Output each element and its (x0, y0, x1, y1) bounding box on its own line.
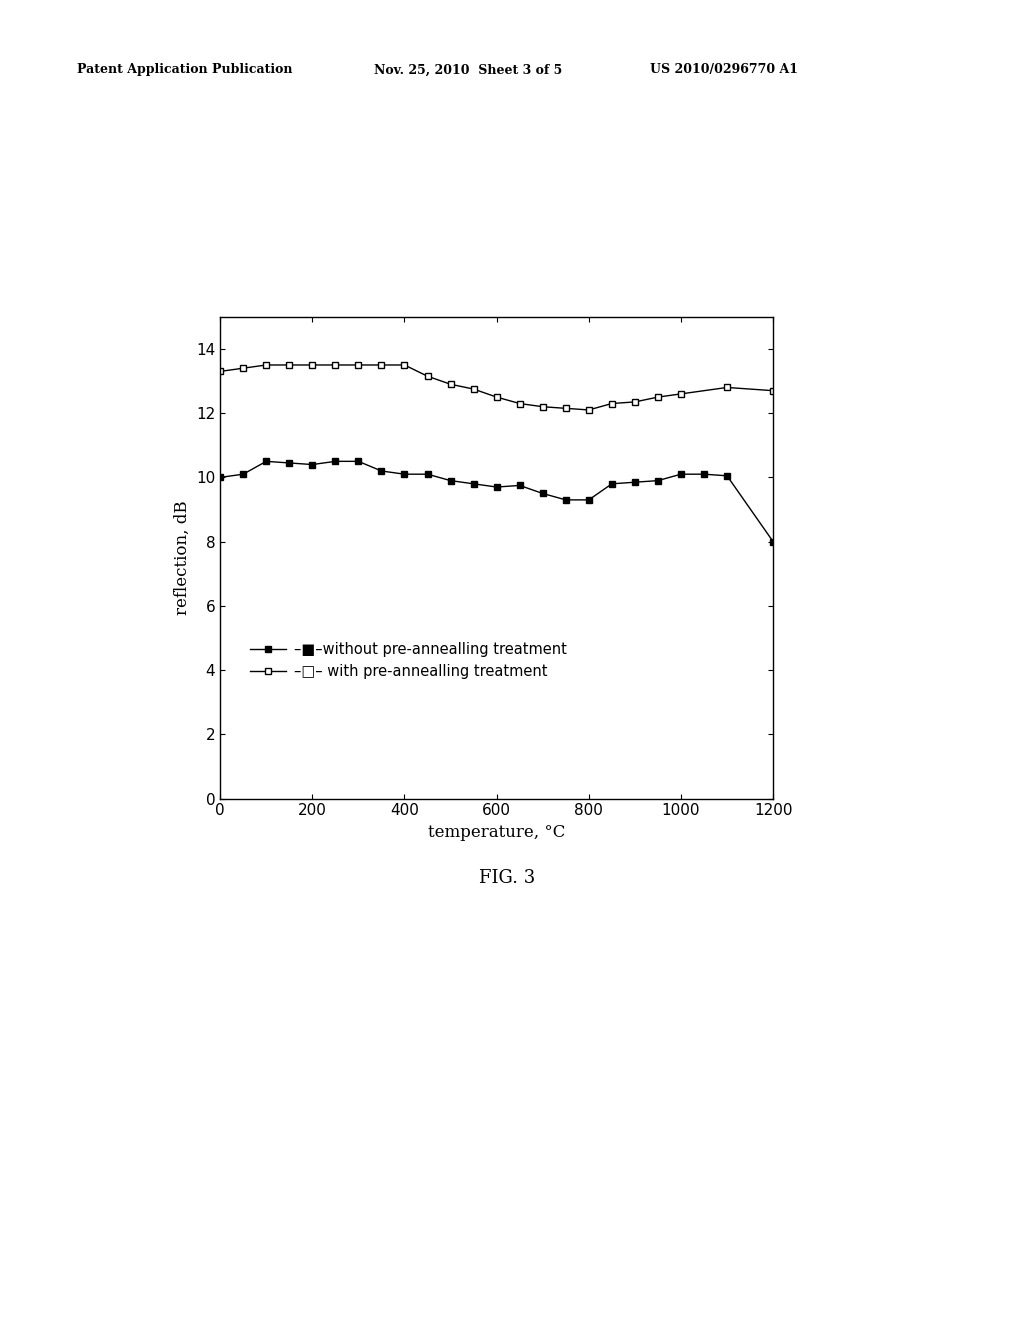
Text: US 2010/0296770 A1: US 2010/0296770 A1 (650, 63, 799, 77)
X-axis label: temperature, °C: temperature, °C (428, 824, 565, 841)
Y-axis label: reflection, dB: reflection, dB (173, 500, 190, 615)
Text: Nov. 25, 2010  Sheet 3 of 5: Nov. 25, 2010 Sheet 3 of 5 (374, 63, 562, 77)
Legend: –■–without pre-annealling treatment, –□– with pre-annealling treatment: –■–without pre-annealling treatment, –□–… (244, 636, 572, 685)
Text: FIG. 3: FIG. 3 (479, 869, 535, 887)
Text: Patent Application Publication: Patent Application Publication (77, 63, 292, 77)
